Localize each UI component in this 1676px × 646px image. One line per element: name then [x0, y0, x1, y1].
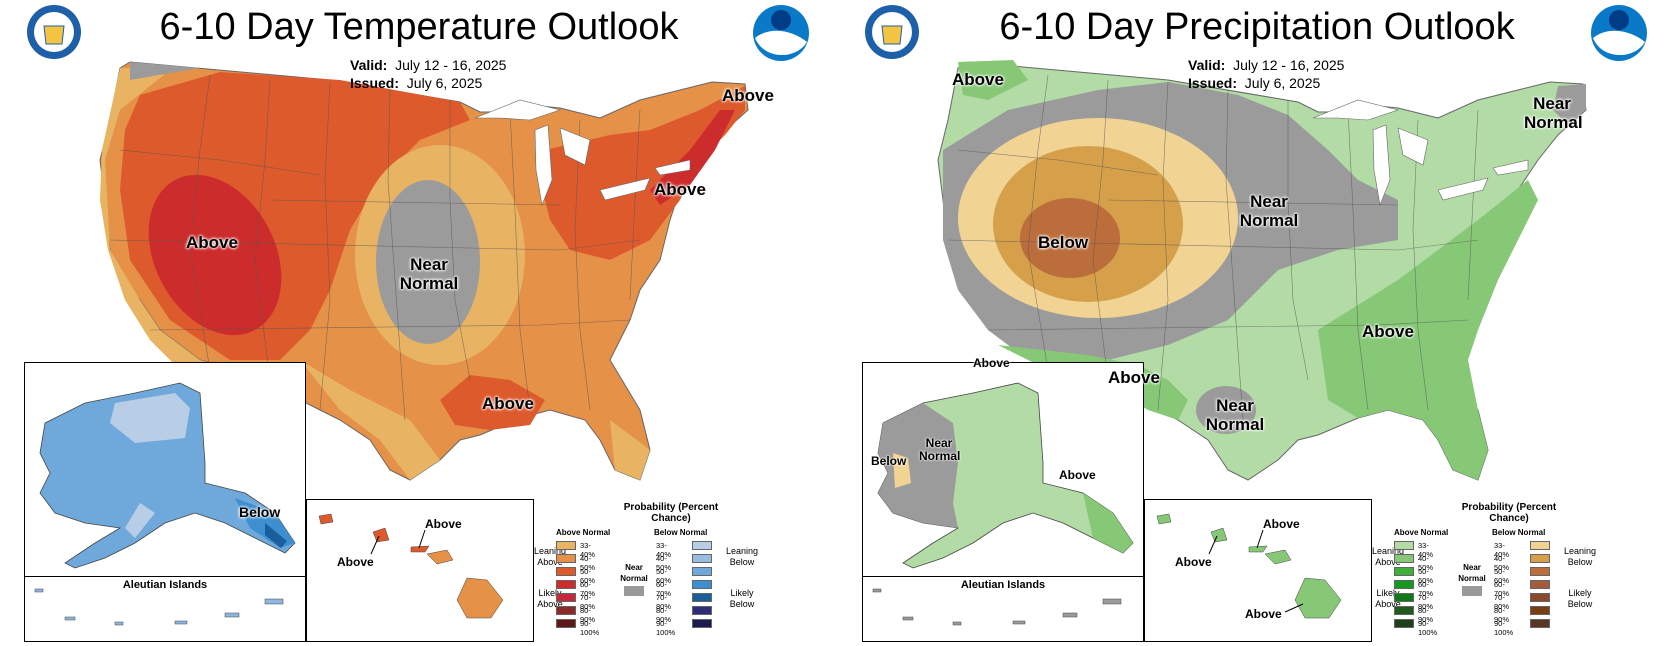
- hawaii-inset: Above Above: [306, 499, 534, 642]
- alaska-inset: Above Near Normal Below Above: [862, 357, 1144, 578]
- label-southeast: Above: [1362, 322, 1414, 341]
- alaska-label-se: Above: [1059, 468, 1096, 482]
- swatch: [556, 567, 576, 576]
- swatch: [556, 619, 576, 628]
- label-nw: Above: [952, 70, 1004, 89]
- hawaii-label-a: Above: [425, 517, 462, 531]
- noaa-logo-icon: [753, 5, 809, 61]
- legend-above-head: Above Normal: [556, 528, 611, 537]
- legend-title: Probability (Percent Chance): [623, 502, 719, 524]
- legend-likely-below: Likely Below: [729, 588, 755, 609]
- valid-dates: July 12 - 16, 2025: [1233, 57, 1345, 73]
- commerce-seal-icon: [27, 5, 81, 59]
- swatch: [556, 606, 576, 615]
- label-west: Above: [186, 233, 238, 252]
- legend-leaning-above: Leaning Above: [1371, 546, 1405, 567]
- hawaii-label-c: Above: [1245, 607, 1282, 621]
- hawaii-label-b: Above: [1175, 555, 1212, 569]
- aleutian-title: Aleutian Islands: [960, 579, 1046, 591]
- legend-near-normal-swatch: [1462, 586, 1482, 596]
- label-south: Above: [1108, 368, 1160, 387]
- issue-meta: Valid: July 12 - 16, 2025 Issued: July 6…: [350, 57, 507, 91]
- alaska-label-top: Above: [973, 356, 1010, 370]
- issued-date: July 6, 2025: [1244, 75, 1321, 91]
- commerce-seal-icon: [865, 5, 919, 59]
- label-ne2: Above: [722, 86, 774, 105]
- issue-meta: Valid: July 12 - 16, 2025 Issued: July 6…: [1188, 57, 1345, 91]
- issued-date: July 6, 2025: [406, 75, 483, 91]
- swatch: [556, 593, 576, 602]
- legend-likely-above: Likely Above: [537, 588, 563, 609]
- alaska-label-west: Near Normal: [919, 436, 961, 463]
- legend-leaning-below: Leaning Below: [725, 546, 759, 567]
- label-ne: Above: [654, 180, 706, 199]
- legend-likely-below: Likely Below: [1567, 588, 1593, 609]
- temperature-outlook-panel: Below Aleutian Islands Above Ab: [24, 5, 836, 642]
- legend-near-normal: Near Normal: [620, 563, 648, 583]
- legend-below-head: Below Normal: [654, 528, 708, 537]
- hawaii-label-a: Above: [1263, 517, 1300, 531]
- temperature-legend: Probability (Percent Chance) Above Norma…: [534, 502, 836, 642]
- swatch: [556, 554, 576, 563]
- page-title: 6-10 Day Precipitation Outlook: [999, 6, 1515, 48]
- label-ne: Near Normal: [1524, 94, 1583, 132]
- legend-likely-above: Likely Above: [1375, 588, 1401, 609]
- label-central-mw: Near Normal: [1239, 192, 1299, 230]
- legend-near-normal-swatch: [624, 586, 644, 596]
- hawaii-inset: Above Above Above: [1144, 499, 1372, 642]
- precipitation-legend: Probability (Percent Chance) Above Norma…: [1372, 502, 1674, 642]
- legend-near-normal: Near Normal: [1458, 563, 1486, 583]
- aleutian-title: Aleutian Islands: [122, 579, 208, 591]
- alaska-label-sw: Below: [871, 454, 907, 468]
- label-gulf: Above: [482, 394, 534, 413]
- alaska-inset: Below: [24, 362, 306, 578]
- swatch: [556, 580, 576, 589]
- precipitation-map: [937, 60, 1587, 499]
- legend-leaning-below: Leaning Below: [1563, 546, 1597, 567]
- legend-below-head: Below Normal: [1492, 528, 1546, 537]
- aleutian-inset: Aleutian Islands: [862, 576, 1144, 642]
- label-south2: Near Normal: [1205, 396, 1265, 434]
- page-title: 6-10 Day Temperature Outlook: [159, 6, 679, 48]
- hawaii-label-b: Above: [337, 555, 374, 569]
- noaa-logo-icon: [1591, 5, 1647, 61]
- label-central: Below: [1038, 233, 1089, 252]
- legend-leaning-above: Leaning Above: [533, 546, 567, 567]
- valid-dates: July 12 - 16, 2025: [395, 57, 507, 73]
- legend-title: Probability (Percent Chance): [1461, 502, 1557, 524]
- swatch: [556, 541, 576, 550]
- label-central: Near Normal: [399, 255, 459, 293]
- precipitation-outlook-panel: Above Near Normal Below Above Aleutian I…: [838, 0, 1676, 646]
- alaska-label-se: Below: [239, 504, 281, 520]
- aleutian-inset: Aleutian Islands: [24, 576, 306, 642]
- legend-above-head: Above Normal: [1394, 528, 1449, 537]
